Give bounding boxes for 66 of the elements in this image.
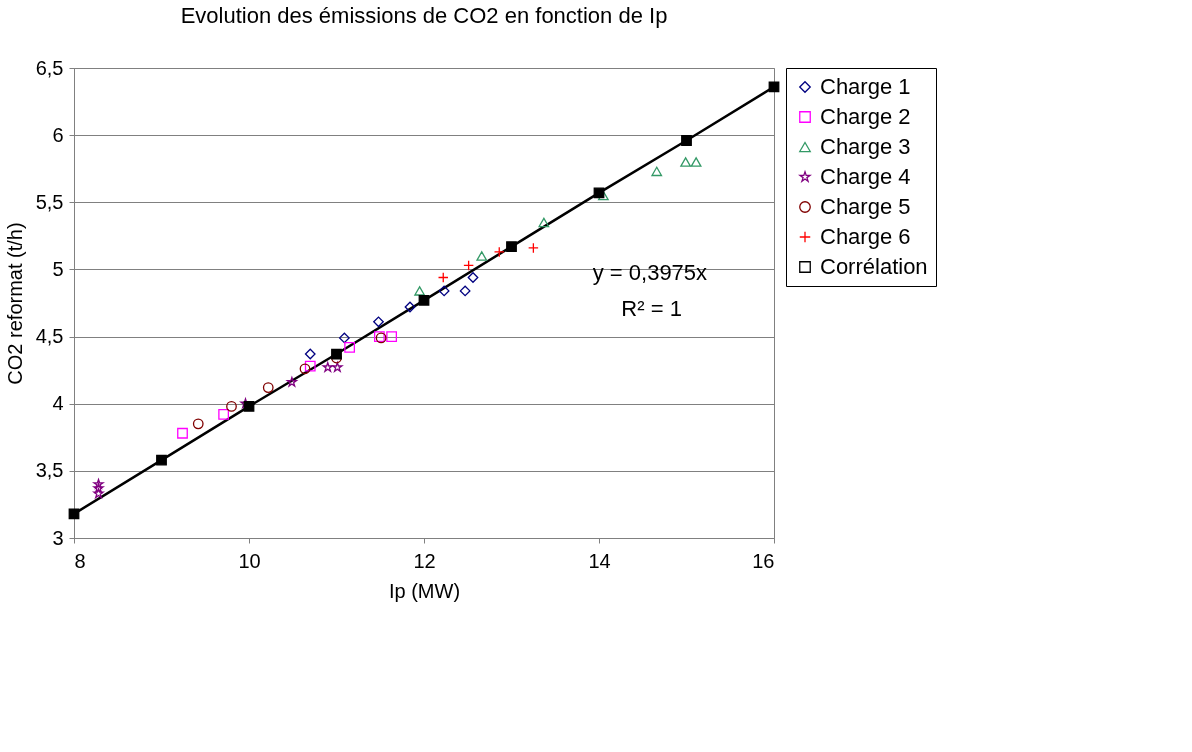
point <box>177 427 188 439</box>
point <box>438 285 450 297</box>
point <box>218 409 230 420</box>
point <box>459 285 471 297</box>
y-tick-label: 6,5 <box>35 56 64 79</box>
point <box>304 348 316 360</box>
point <box>597 190 609 201</box>
point <box>593 187 605 199</box>
y-tick-label: 5,5 <box>35 190 64 213</box>
point <box>680 157 692 167</box>
point <box>538 217 550 228</box>
point <box>68 508 80 520</box>
point <box>93 488 104 499</box>
point <box>322 362 333 372</box>
point <box>299 363 311 375</box>
point <box>463 260 475 271</box>
x-tick-label: 16 <box>752 549 775 572</box>
point <box>338 332 350 344</box>
x-tick-label: 14 <box>588 549 611 572</box>
annotation: y = 0,3975x <box>592 260 708 285</box>
chart-title: Evolution des émissions de CO2 en fonction de Ip <box>180 3 668 28</box>
legend-label: Charge 1 <box>820 74 911 99</box>
point <box>373 316 384 328</box>
point <box>768 81 780 93</box>
annotation: R² = 1 <box>621 296 682 321</box>
point <box>286 376 298 387</box>
x-tick-label: 12 <box>413 549 436 572</box>
point <box>651 166 663 177</box>
point <box>243 401 255 412</box>
y-tick-label: 3 <box>52 526 64 549</box>
point <box>386 331 398 342</box>
legend-label: Charge 3 <box>820 134 911 159</box>
legend-label: Charge 2 <box>820 104 911 129</box>
point <box>476 251 488 261</box>
y-tick-label: 4 <box>52 392 64 415</box>
point <box>527 242 539 254</box>
point <box>690 157 702 167</box>
y-axis-title: CO2 reformat (t/h) <box>3 222 26 385</box>
point <box>262 382 274 393</box>
point <box>467 272 479 283</box>
point <box>437 272 449 283</box>
x-axis-title: Ip (MW) <box>388 579 461 602</box>
point <box>493 246 505 258</box>
point <box>331 348 342 360</box>
point <box>414 286 426 296</box>
point <box>418 294 430 306</box>
point <box>681 135 692 146</box>
point <box>344 341 356 353</box>
legend-label: Corrélation <box>820 254 928 279</box>
legend-label: Charge 6 <box>820 224 911 249</box>
point <box>304 360 316 372</box>
point <box>93 482 104 493</box>
y-tick-label: 6 <box>52 123 64 146</box>
point <box>506 241 517 252</box>
point <box>156 454 167 466</box>
y-tick-label: 3,5 <box>35 459 64 482</box>
y-tick-label: 4,5 <box>35 325 64 348</box>
legend-label: Charge 4 <box>820 164 911 189</box>
x-tick-label: 10 <box>238 549 261 572</box>
x-tick-label: 8 <box>74 549 86 572</box>
point <box>192 418 204 430</box>
y-tick-label: 5 <box>52 257 64 280</box>
legend-label: Charge 5 <box>820 194 911 219</box>
point <box>404 301 416 313</box>
point <box>226 401 237 412</box>
point <box>93 478 104 489</box>
